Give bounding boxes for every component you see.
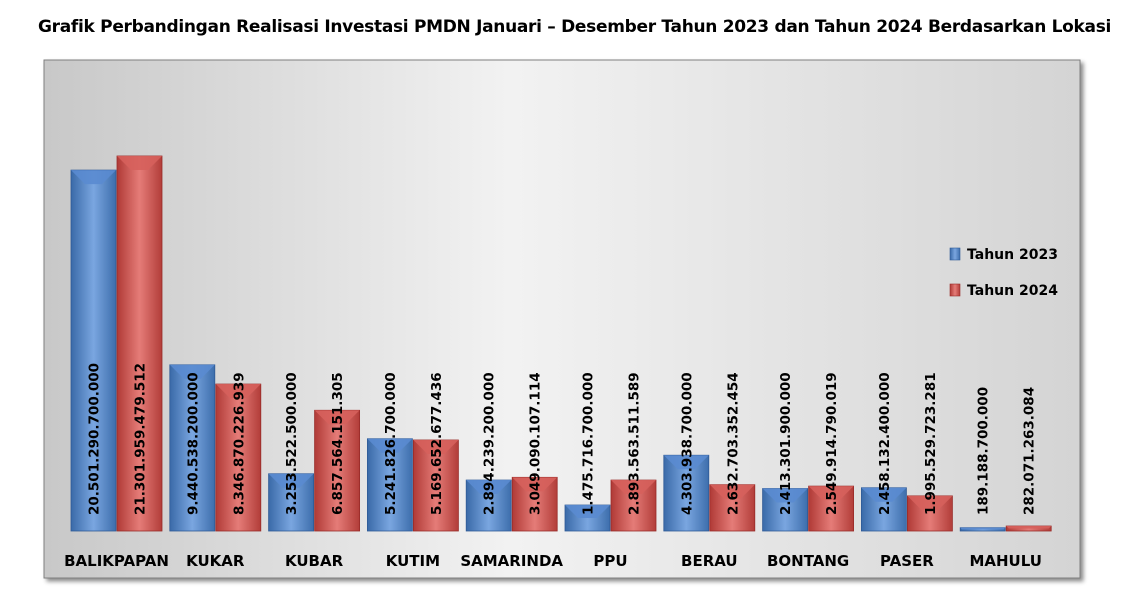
- category-label: BONTANG: [767, 552, 849, 570]
- value-label: 5.169.652.677.436: [429, 372, 445, 515]
- category-label: PASER: [880, 552, 934, 570]
- bar-mahulu-2023: [959, 527, 1006, 532]
- legend-label: Tahun 2024: [967, 283, 1058, 299]
- value-label: 2.549.914.790.019: [824, 372, 840, 515]
- bar-kukar-2023: [169, 364, 216, 532]
- category-label: PPU: [593, 552, 627, 570]
- legend-swatch: [949, 283, 961, 297]
- bar-bontang-2024: [808, 485, 854, 532]
- legend-label: Tahun 2023: [967, 247, 1058, 263]
- bar-samarinda-2024: [511, 476, 558, 532]
- bar-samarinda-2023: [465, 479, 512, 532]
- bar-paser-2023: [861, 487, 907, 532]
- category-label: MAHULU: [969, 552, 1041, 570]
- legend: Tahun 2023 Tahun 2024: [949, 247, 1058, 299]
- bar-kutim-2023: [366, 438, 413, 532]
- bar-mahulu-2024: [1005, 525, 1052, 532]
- category-label: BERAU: [681, 552, 738, 570]
- value-label: 2.894.239.200.000: [482, 372, 498, 515]
- bar-ppu-2023: [564, 504, 611, 532]
- category-label: KUBAR: [285, 552, 344, 570]
- category-label: KUKAR: [186, 552, 245, 570]
- value-label: 9.440.538.200.000: [185, 372, 201, 515]
- value-label: 2.893.563.511.589: [627, 372, 643, 515]
- bar-kukar-2024: [215, 383, 262, 532]
- category-label: SAMARINDA: [460, 552, 563, 570]
- bar-balikpapan-2024: [116, 155, 163, 532]
- bar-kubar-2024: [314, 409, 361, 532]
- legend-swatch: [949, 247, 961, 261]
- value-label: 4.303.938.700.000: [679, 372, 695, 515]
- bar-balikpapan-2023: [70, 169, 117, 532]
- value-label: 282.071.263.084: [1022, 387, 1038, 515]
- value-label: 1.475.716.700.000: [581, 372, 597, 515]
- bar-berau-2023: [663, 454, 710, 532]
- bar-ppu-2024: [610, 479, 657, 532]
- bar-kutim-2024: [412, 439, 459, 532]
- value-label: 2.458.132.400.000: [877, 372, 893, 515]
- value-label: 3.253.522.500.000: [284, 372, 300, 515]
- value-label: 3.049.090.107.114: [528, 372, 544, 515]
- category-label: KUTIM: [386, 552, 440, 570]
- bar-kubar-2023: [268, 473, 315, 532]
- bar-berau-2024: [709, 484, 756, 532]
- bar-paser-2024: [907, 495, 953, 532]
- bar-bontang-2023: [762, 488, 808, 532]
- value-label: 21.301.959.479.512: [133, 363, 149, 515]
- value-label: 5.241.826.700.000: [383, 372, 399, 515]
- value-label: 8.346.870.226.939: [231, 372, 247, 515]
- value-label: 6.857.564.151.305: [330, 372, 346, 515]
- chart-title: Grafik Perbandingan Realisasi Investasi …: [38, 17, 1112, 37]
- value-label: 2.413.301.900.000: [778, 372, 794, 515]
- value-label: 20.501.290.700.000: [87, 363, 103, 515]
- category-label: BALIKPAPAN: [64, 552, 169, 570]
- value-label: 189.188.700.000: [976, 387, 992, 515]
- value-label: 2.632.703.352.454: [725, 372, 741, 515]
- value-label: 1.995.529.723.281: [923, 372, 939, 515]
